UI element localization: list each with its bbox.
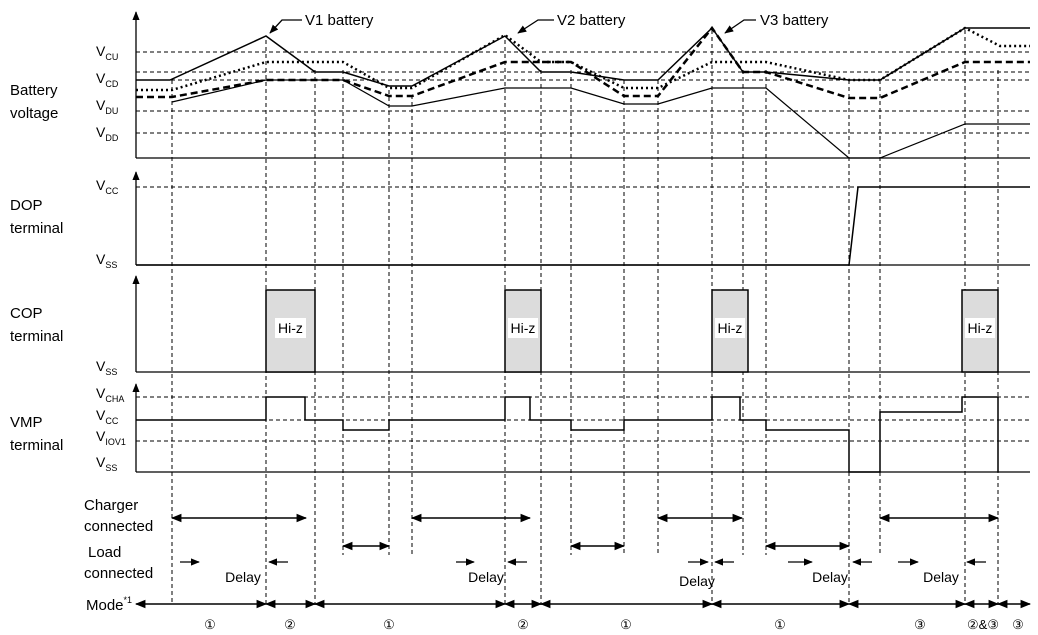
mode-number-4: ② <box>517 617 529 632</box>
dop-terminal-label-1: DOP <box>10 197 43 214</box>
load-connected-label-2: connected <box>84 565 153 582</box>
cop-vss-label: VSS <box>96 358 117 377</box>
v4-battery-trace <box>171 79 1030 159</box>
cop-terminal-label-2: terminal <box>10 328 63 345</box>
callouts: V1 battery V2 battery V3 battery <box>269 12 829 34</box>
hiz-label-3: Hi-z <box>718 320 743 336</box>
delay-label-1: Delay <box>225 569 261 585</box>
vmp-terminal-label-2: terminal <box>10 437 63 454</box>
hiz-label-1: Hi-z <box>278 320 303 336</box>
delay-label-3: Delay <box>679 573 715 589</box>
v2-battery-label: V2 battery <box>557 12 626 29</box>
delay-label-4: Delay <box>812 569 848 585</box>
mode-number-1: ① <box>204 617 216 632</box>
dop-vss-label: VSS <box>96 251 117 270</box>
battery-voltage-label-2: voltage <box>10 105 58 122</box>
mode-label: Mode*1 <box>86 595 132 614</box>
dop-terminal-label-2: terminal <box>10 220 63 237</box>
load-connected-label-1: Load <box>88 544 121 561</box>
mode-number-3: ① <box>383 617 395 632</box>
row-labels: Battery voltage DOP terminal COP termina… <box>10 82 63 454</box>
hiz-label-4: Hi-z <box>968 320 993 336</box>
battery-traces <box>136 25 1030 159</box>
vmp-trace <box>136 396 999 473</box>
vcd-label: VCD <box>96 70 119 89</box>
vmp-terminal-label-1: VMP <box>10 414 43 431</box>
dop-vcc-label: VCC <box>96 177 119 196</box>
mode-number-6: ① <box>774 617 786 632</box>
charger-connected-label-1: Charger <box>84 497 138 514</box>
battery-voltage-label-1: Battery <box>10 82 58 99</box>
cop-hiz-blocks: Hi-z Hi-z Hi-z Hi-z <box>265 289 999 373</box>
level-labels: VCU VCD VDU VDD VCC VSS VSS VCHA VCC VIO… <box>96 43 126 473</box>
charger-connected-label-2: connected <box>84 518 153 535</box>
mode-number-9: ③ <box>1012 617 1024 632</box>
reference-levels <box>136 51 1030 442</box>
delay-label-5: Delay <box>923 569 959 585</box>
v1-battery-trace <box>136 26 1030 87</box>
v2-battery-trace <box>136 26 1030 92</box>
dop-trace <box>136 186 1030 266</box>
cop-terminal-label-1: COP <box>10 305 43 322</box>
v1-battery-label: V1 battery <box>305 12 374 29</box>
vcha-label: VCHA <box>96 385 124 404</box>
mode-number-7: ③ <box>914 617 926 632</box>
bottom-labels: Charger connected Load connected Mode*1 <box>84 497 153 614</box>
mode-number-5: ① <box>620 617 632 632</box>
vmp-vcc-label: VCC <box>96 407 119 426</box>
delay-label-2: Delay <box>468 569 504 585</box>
mode-number-8: ②&③ <box>967 617 999 632</box>
vdu-label: VDU <box>96 97 118 116</box>
v3-battery-label: V3 battery <box>760 12 829 29</box>
vdd-label: VDD <box>96 124 119 143</box>
hiz-label-2: Hi-z <box>511 320 536 336</box>
mode-number-2: ② <box>284 617 296 632</box>
vmp-vss-label: VSS <box>96 454 117 473</box>
viov1-label: VIOV1 <box>96 428 126 447</box>
mode-numbers: ① ② ① ② ① ① ③ ②&③ ③ <box>204 617 1024 632</box>
delay-labels: Delay Delay Delay Delay Delay <box>225 569 959 589</box>
vcu-label: VCU <box>96 43 118 62</box>
